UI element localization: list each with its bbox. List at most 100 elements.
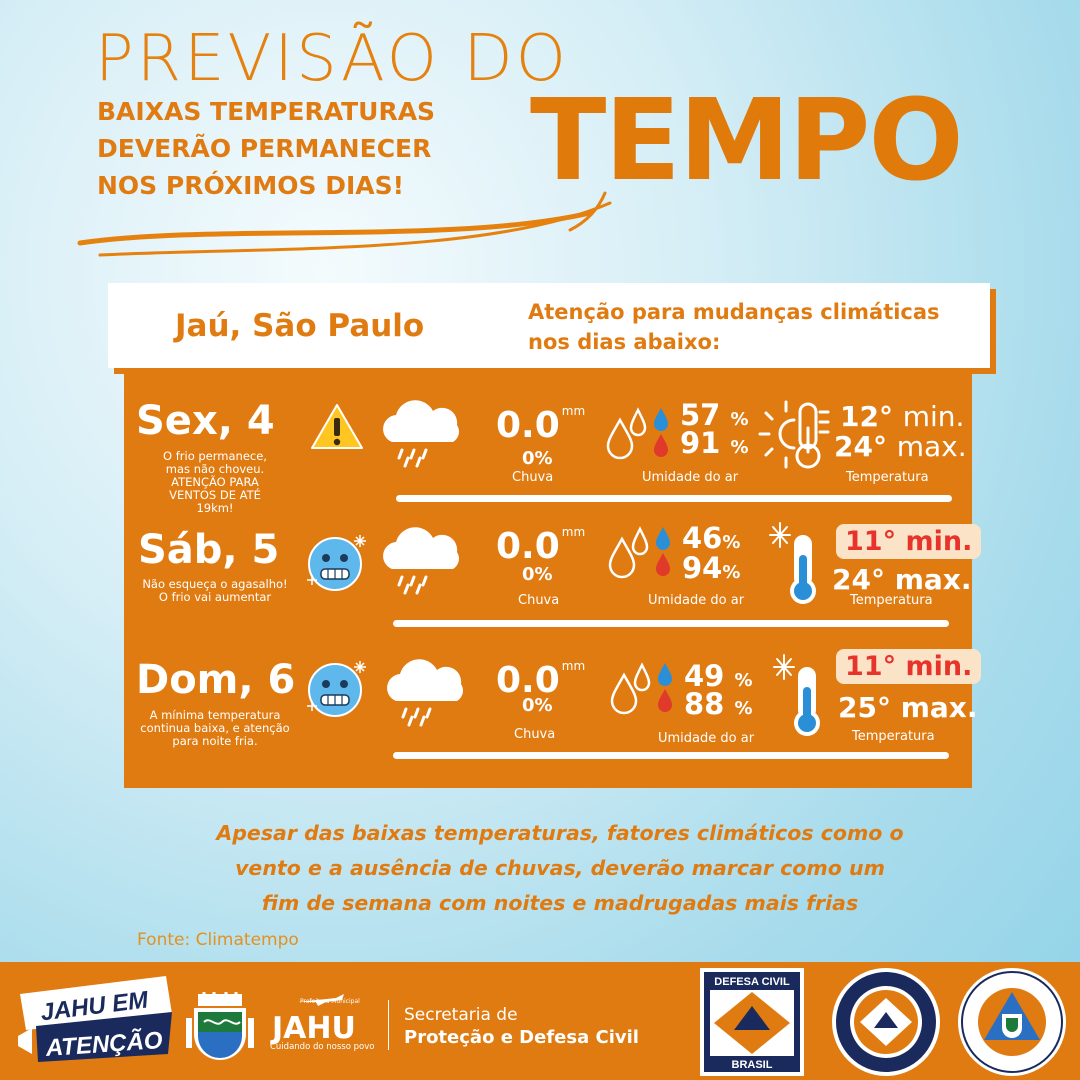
row-divider	[396, 495, 952, 502]
temp-min: 12° min.	[840, 400, 964, 433]
rain-percent: 0%	[522, 564, 553, 585]
subtitle-line: NOS PRÓXIMOS DIAS!	[97, 171, 405, 200]
temp-min-highlight: 11° min.	[836, 524, 982, 559]
sun-thermometer-icon	[758, 400, 830, 469]
humidity-unit: %	[722, 562, 741, 583]
forecast-row-sat: Sáb, 5 Não esqueça o agasalho! O frio va…	[124, 521, 982, 657]
temp-label: Temperatura	[852, 729, 935, 744]
rain-cloud-icon	[383, 400, 459, 468]
rain-percent: 0%	[522, 695, 553, 716]
jahu-em-atencao-logo: JAHU EM ATENÇÃO	[18, 976, 172, 1062]
defesa-civil-brasil-logo: DEFESA CIVIL BRASIL	[700, 968, 804, 1076]
rain-amount: 0.0	[496, 526, 560, 567]
rain-unit: mm	[561, 525, 586, 539]
temp-max-value: 24°	[834, 430, 887, 463]
humidity-min: 49 %	[684, 659, 753, 693]
airplane-icon	[298, 994, 344, 1006]
humidity-drops-icon	[610, 662, 672, 715]
note-line: O frio vai aumentar	[158, 590, 272, 604]
temp-label: Temperatura	[846, 470, 929, 485]
note-line: VENTOS DE ATÉ	[169, 488, 261, 502]
row-divider	[393, 752, 949, 759]
note-line: Não esqueça o agasalho!	[142, 577, 288, 591]
day-note: A mínima temperatura continua baixa, e a…	[124, 709, 306, 748]
rain-value: 0.0 mm	[496, 659, 585, 701]
note-line: continua baixa, e atenção	[140, 721, 290, 735]
humidity-max-value: 91	[680, 426, 721, 460]
forecast-panel	[124, 368, 972, 788]
humidity-drops-icon	[606, 407, 668, 460]
prefeitura-label: Prefeitura Municipal	[300, 998, 360, 1005]
note-line: para noite fria.	[172, 734, 258, 748]
day-note: O frio permanece, mas não choveu. ATENÇÃ…	[124, 450, 306, 515]
temp-min-highlight: 11° min.	[836, 649, 982, 684]
humidity-drops-icon	[608, 526, 670, 579]
temp-max: 24° max.	[834, 430, 967, 463]
note-line: O frio permanece,	[163, 449, 267, 463]
swoosh-decoration	[77, 191, 612, 257]
subtitle: BAIXAS TEMPERATURAS DEVERÃO PERMANECER N…	[97, 93, 517, 204]
summary-line: vento e a ausência de chuvas, deverão ma…	[235, 856, 885, 880]
humidity-min: 46%	[682, 521, 740, 555]
subtitle-line: DEVERÃO PERMANECER	[97, 134, 432, 163]
forecast-row-fri: Sex, 4 O frio permanece, mas não choveu.…	[124, 398, 972, 528]
freezing-face-icon	[307, 535, 366, 591]
secretaria-seal-logo	[832, 968, 940, 1076]
subtitle-line: BAIXAS TEMPERATURAS	[97, 97, 436, 126]
note-line: A mínima temperatura	[149, 708, 281, 722]
rain-amount: 0.0	[496, 660, 560, 701]
warning-icon	[311, 404, 363, 449]
rain-unit: mm	[561, 404, 586, 418]
temp-min-label: min.	[902, 400, 965, 433]
cold-thermometer-icon	[773, 654, 820, 736]
attention-text: Atenção para mudanças climáticas nos dia…	[528, 300, 940, 354]
forecast-row-sun: Dom, 6 A mínima temperatura continua bai…	[124, 649, 982, 787]
temp-max: 25° max.	[838, 691, 978, 724]
rain-cloud-icon	[387, 659, 463, 727]
humidity-label: Umidade do ar	[658, 731, 755, 746]
humidity-label: Umidade do ar	[648, 593, 745, 608]
temp-label: Temperatura	[850, 593, 933, 608]
rain-cloud-icon	[383, 527, 459, 595]
jahu-coat-of-arms	[186, 992, 254, 1060]
humidity-max: 91 %	[680, 426, 749, 460]
source-text: Fonte: Climatempo	[137, 930, 299, 950]
summary-line: fim de semana com noites e madrugadas ma…	[261, 891, 859, 915]
note-line: mas não choveu.	[165, 462, 265, 476]
rain-label: Chuva	[518, 593, 560, 608]
defesa-civil-top-text: DEFESA CIVIL	[714, 976, 790, 988]
humidity-unit: %	[730, 437, 749, 458]
humidity-max-value: 94	[682, 551, 723, 585]
humidity-min-value: 49	[684, 659, 725, 693]
day-label: Sex, 4	[136, 398, 275, 444]
humidity-unit: %	[722, 532, 741, 553]
note-line: 19km!	[196, 501, 234, 515]
rain-unit: mm	[561, 659, 586, 673]
humidity-unit: %	[730, 409, 749, 430]
day-label: Dom, 6	[136, 657, 296, 703]
cold-thermometer-icon	[769, 522, 816, 604]
rain-percent: 0%	[522, 448, 553, 469]
note-line: ATENÇÃO PARA	[171, 475, 259, 489]
rain-value: 0.0 mm	[496, 525, 585, 567]
temp-max-label: max.	[896, 430, 967, 463]
rain-label: Chuva	[514, 727, 556, 742]
humidity-min: 57 %	[680, 398, 749, 432]
city-name: Jaú, São Paulo	[175, 308, 425, 344]
title-previsao: PREVISÃO DO	[95, 22, 569, 96]
secretaria-line1: Secretaria de	[404, 1005, 518, 1025]
humidity-min-value: 46	[682, 521, 723, 555]
humidity-min-value: 57	[680, 398, 721, 432]
humidity-max: 88 %	[684, 687, 753, 721]
row-divider	[393, 620, 949, 627]
day-label: Sáb, 5	[138, 527, 280, 573]
footer-separator	[388, 1000, 389, 1050]
summary-text: Apesar das baixas temperaturas, fatores …	[120, 816, 1000, 921]
humidity-label: Umidade do ar	[642, 470, 739, 485]
secretaria-line2: Proteção e Defesa Civil	[404, 1027, 639, 1048]
temp-max: 24° max.	[832, 563, 972, 596]
freezing-face-icon	[307, 661, 366, 717]
summary-line: Apesar das baixas temperaturas, fatores …	[216, 821, 904, 845]
day-note: Não esqueça o agasalho! O frio vai aumen…	[124, 578, 306, 604]
rain-label: Chuva	[512, 470, 554, 485]
